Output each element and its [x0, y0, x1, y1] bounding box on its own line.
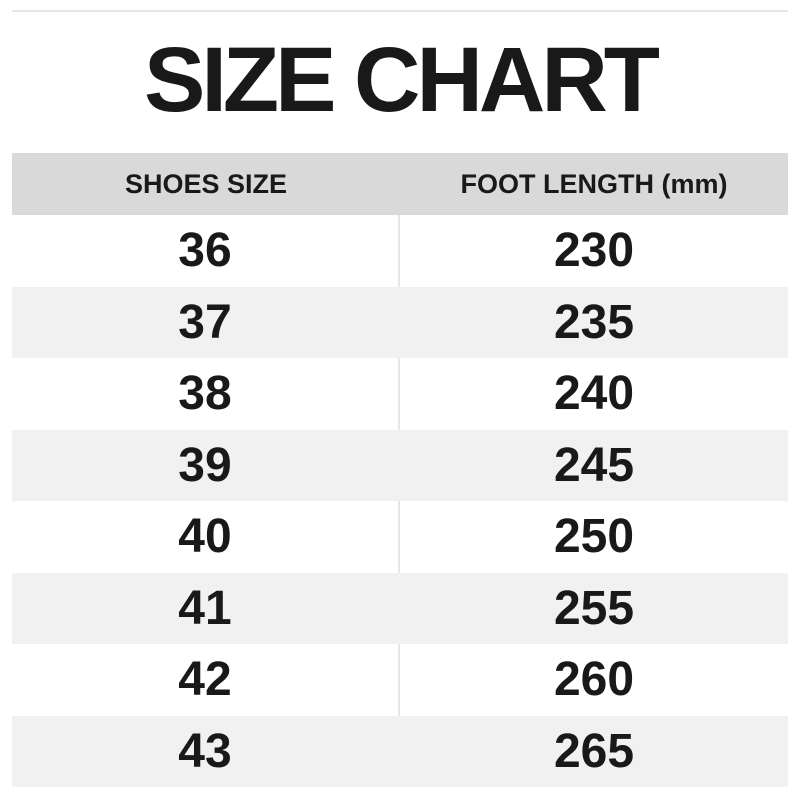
foot-length-cell: 240	[553, 367, 635, 421]
shoe-size-cell: 40	[12, 501, 400, 573]
table-row: 43 265	[12, 715, 788, 787]
shoe-size-cell: 42	[12, 644, 400, 716]
shoe-size-cell: 43	[178, 724, 232, 778]
foot-length-cell: 255	[553, 581, 635, 635]
shoe-size-cell: 41	[178, 581, 232, 635]
shoe-size-cell: 38	[12, 358, 400, 430]
page-title: SIZE CHART	[144, 29, 660, 131]
table-header-row: SHOES SIZE FOOT LENGTH (mm)	[12, 153, 788, 215]
foot-length-cell: 230	[553, 224, 635, 278]
size-table: SHOES SIZE FOOT LENGTH (mm) 36 230 37 23…	[12, 153, 788, 787]
foot-length-cell: 260	[553, 653, 635, 707]
shoe-size-cell: 39	[178, 438, 232, 492]
table-row: 38 240	[12, 358, 788, 430]
foot-length-cell: 265	[553, 724, 635, 778]
table-body: 36 230 37 235 38 240 39 245 40 250 41	[12, 215, 788, 787]
table-row: 41 255	[12, 572, 788, 644]
header-cell-shoes-size: SHOES SIZE	[124, 168, 288, 199]
table-row: 39 245	[12, 429, 788, 501]
top-divider-line	[12, 10, 788, 12]
table-row: 42 260	[12, 644, 788, 716]
table-row: 36 230	[12, 215, 788, 287]
shoe-size-cell: 37	[178, 295, 232, 349]
shoe-size-cell: 36	[12, 215, 400, 287]
table-row: 37 235	[12, 286, 788, 358]
foot-length-cell: 250	[553, 510, 635, 564]
foot-length-cell: 245	[553, 438, 635, 492]
foot-length-cell: 235	[553, 295, 635, 349]
table-row: 40 250	[12, 501, 788, 573]
header-cell-foot-length: FOOT LENGTH (mm)	[460, 168, 728, 199]
